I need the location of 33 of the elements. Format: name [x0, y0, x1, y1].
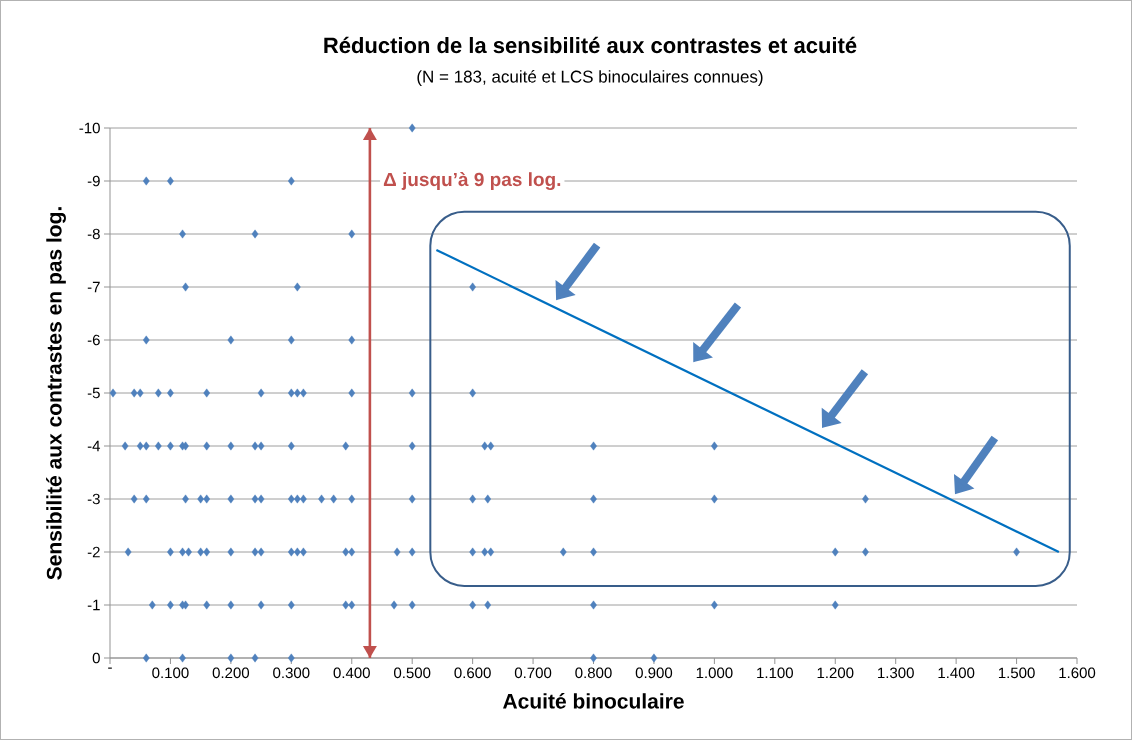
- x-tick-label: 0.800: [575, 667, 612, 679]
- x-tick-label: 1.500: [998, 667, 1035, 679]
- x-axis-title: Acuité binoculaire: [503, 693, 684, 709]
- x-tick-label: 1.100: [757, 667, 793, 679]
- y-tick-label: -9: [87, 175, 100, 187]
- y-tick-label: -3: [87, 493, 100, 505]
- x-tick-label: 1.200: [817, 667, 854, 679]
- x-tick-label: 0.900: [635, 667, 673, 679]
- x-tick-label: 0.300: [273, 667, 310, 679]
- x-tick-label: 1.600: [1059, 667, 1096, 679]
- x-tick-label: 0.600: [454, 667, 491, 679]
- y-axis-title: Sensibilité aux contrastes en pas log.: [46, 207, 66, 580]
- y-tick-label: -7: [87, 281, 100, 293]
- x-tick-label: 0.100: [152, 667, 189, 679]
- ref-line-label: Δ jusqu’à 9 pas log.: [383, 172, 561, 190]
- chart-subtitle: (N = 183, acuité et LCS binoculaires connues): [417, 69, 763, 87]
- y-tick-label: -2: [87, 546, 100, 558]
- x-tick-label: -: [108, 667, 112, 669]
- y-tick-label: -6: [87, 334, 100, 346]
- x-tick-label: 0.700: [514, 667, 552, 679]
- x-tick-label: 1.000: [696, 667, 733, 679]
- x-tick-label: 1.300: [878, 667, 914, 679]
- y-tick-label: -8: [87, 228, 100, 240]
- y-tick-label: -5: [87, 387, 100, 399]
- y-tick-label: -1: [87, 599, 100, 611]
- chart-title: Réduction de la sensibilité aux contrastes et acuité: [324, 36, 857, 54]
- x-tick-label: 0.200: [212, 667, 250, 679]
- y-tick-label: 0: [92, 652, 100, 664]
- x-tick-label: 0.500: [394, 667, 431, 679]
- y-tick-label: -10: [79, 122, 100, 134]
- x-tick-label: 0.400: [333, 667, 370, 679]
- y-tick-label: -4: [87, 440, 101, 452]
- x-tick-label: 1.400: [938, 667, 975, 679]
